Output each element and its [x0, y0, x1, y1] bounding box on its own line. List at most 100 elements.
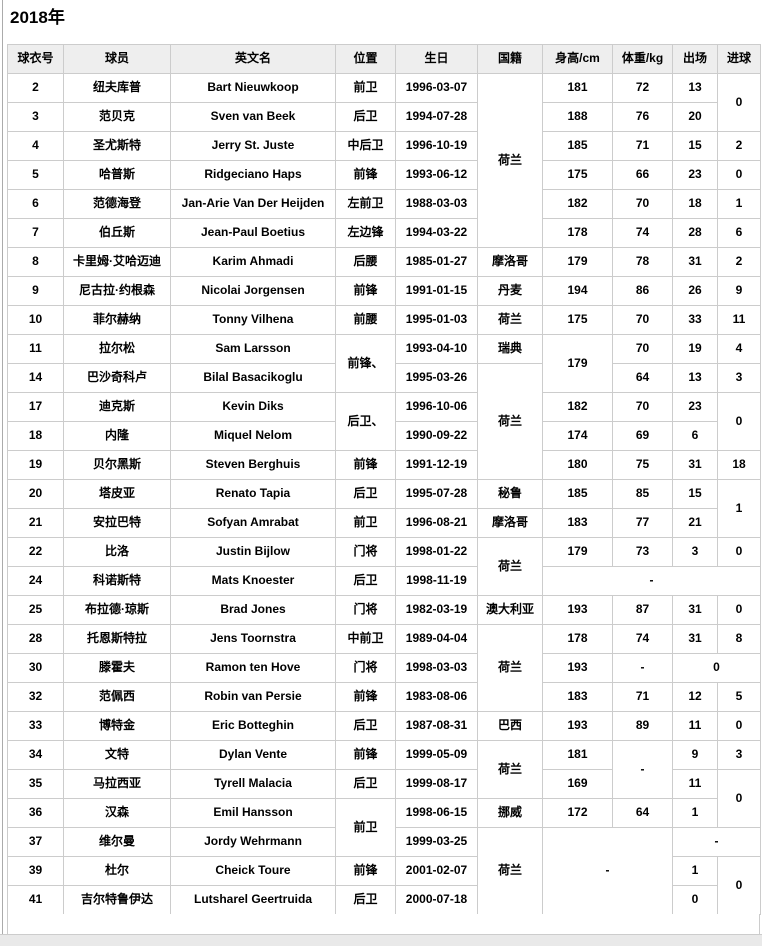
- cell-jersey: 33: [7, 711, 64, 741]
- table-row: 39 杜尔 Cheick Toure 前锋 2001-02-07 1 0: [7, 856, 761, 915]
- cell-jersey: 2: [7, 73, 64, 103]
- cell-birthday: 1987-08-31: [395, 711, 478, 741]
- cell-name-en: Ramon ten Hove: [170, 653, 336, 683]
- cell-appearances: 15: [672, 479, 718, 509]
- cell-jersey: 24: [7, 566, 64, 596]
- cell-player: 托恩斯特拉: [63, 624, 171, 654]
- cell-appearances: 20: [672, 102, 718, 132]
- cell-position: 前锋: [335, 276, 396, 306]
- cell-player: 伯丘斯: [63, 218, 171, 248]
- cell-player: 尼古拉·约根森: [63, 276, 171, 306]
- table-row: 28 托恩斯特拉 Jens Toornstra 中前卫 1989-04-04 荷兰 178 7…: [7, 624, 761, 712]
- cell-weight: -: [612, 740, 673, 799]
- cell-name-en: Miquel Nelom: [170, 421, 336, 451]
- table-row: 36 汉森 Emil Hansson 前卫 1998-06-15 挪威 172 64 1: [7, 798, 761, 857]
- cell-name-en: Justin Bijlow: [170, 537, 336, 567]
- cell-player: 文特: [63, 740, 171, 770]
- cell-name-en: Lutsharel Geertruida: [170, 885, 336, 915]
- cell-name-en: Jens Toornstra: [170, 624, 336, 654]
- cell-weight: 70: [612, 189, 673, 219]
- cell-birthday: 2000-07-18: [395, 885, 478, 915]
- header-nationality: 国籍: [477, 44, 543, 74]
- cell-position: 后腰: [335, 247, 396, 277]
- table-row: 17 迪克斯 Kevin Diks 后卫、 1996-10-06 182 70 23 0: [7, 392, 761, 451]
- cell-name-en: Bilal Basacikoglu: [170, 363, 336, 393]
- cell-height: 183: [542, 682, 613, 712]
- cell-appearances: 3: [672, 537, 718, 567]
- cell-height: 194: [542, 276, 613, 306]
- cell-goals: 0: [717, 160, 761, 190]
- cell-player: 滕霍夫: [63, 653, 171, 683]
- cell-jersey: 39: [7, 856, 64, 886]
- cell-appearances: 1: [672, 798, 718, 828]
- cell-height: 181: [542, 740, 613, 770]
- header-row: 球衣号 球员 英文名 位置 生日 国籍 身高/cm 体重/kg 出场 进球: [7, 44, 761, 74]
- table-row: 35 马拉西亚 Tyrell Malacia 后卫 1999-08-17 169 11 0: [7, 769, 761, 828]
- cell-goals: 8: [717, 624, 761, 654]
- cell-player: 汉森: [63, 798, 171, 828]
- cell-height: 179: [542, 247, 613, 277]
- cell-player: 巴沙奇科卢: [63, 363, 171, 393]
- cell-birthday: 1996-10-19: [395, 131, 478, 161]
- cell-nationality: 荷兰: [477, 537, 543, 596]
- cell-height: -: [542, 827, 673, 915]
- cell-position: 后卫、: [335, 392, 396, 451]
- cell-nationality: 丹麦: [477, 276, 543, 306]
- cell-jersey: 25: [7, 595, 64, 625]
- cell-position: 后卫: [335, 885, 396, 915]
- table-row: 20 塔皮亚 Renato Tapia 后卫 1995-07-28 秘鲁 185 85 15 1: [7, 479, 761, 538]
- cell-player: 哈普斯: [63, 160, 171, 190]
- cell-player: 比洛: [63, 537, 171, 567]
- cell-nationality: 荷兰: [477, 827, 543, 915]
- cell-nationality: 荷兰: [477, 305, 543, 335]
- cell-position: 前卫: [335, 798, 396, 857]
- cell-jersey: 28: [7, 624, 64, 654]
- table-row: 4 圣尤斯特 Jerry St. Juste 中后卫 1996-10-19 185 71 15…: [7, 131, 761, 161]
- cell-goals: 18: [717, 450, 761, 480]
- table-row: 3 范贝克 Sven van Beek 后卫 1994-07-28 188 76 20: [7, 102, 761, 132]
- cell-height: 175: [542, 160, 613, 190]
- cell-height: 185: [542, 131, 613, 161]
- cell-name-en: Brad Jones: [170, 595, 336, 625]
- cell-goals: 2: [717, 247, 761, 277]
- cell-jersey: 18: [7, 421, 64, 451]
- cell-player: 马拉西亚: [63, 769, 171, 799]
- header-weight: 体重/kg: [612, 44, 673, 74]
- cell-appearances: 0: [672, 885, 718, 915]
- cell-height: 181: [542, 73, 613, 103]
- cell-name-en: Karim Ahmadi: [170, 247, 336, 277]
- cell-appearances: 13: [672, 363, 718, 393]
- cell-birthday: 1995-01-03: [395, 305, 478, 335]
- header-birthday: 生日: [395, 44, 478, 74]
- cell-weight: 72: [612, 73, 673, 103]
- cell-birthday: 1989-04-04: [395, 624, 478, 654]
- cell-position: 后卫: [335, 566, 396, 596]
- table-row: 22 比洛 Justin Bijlow 门将 1998-01-22 荷兰 179 73 3 0: [7, 537, 761, 596]
- cell-jersey: 41: [7, 885, 64, 915]
- cell-jersey: 7: [7, 218, 64, 248]
- cell-height: 179: [542, 537, 613, 567]
- cell-position: 后卫: [335, 769, 396, 799]
- cell-goals: 0: [717, 856, 761, 915]
- cell-appearances: 21: [672, 508, 718, 538]
- cell-nationality: 秘鲁: [477, 479, 543, 509]
- cell-position: 中前卫: [335, 624, 396, 654]
- cell-jersey: 11: [7, 334, 64, 364]
- cell-goals: 2: [717, 131, 761, 161]
- cell-weight: 74: [612, 218, 673, 248]
- cell-birthday: 1985-01-27: [395, 247, 478, 277]
- cell-weight: 69: [612, 421, 673, 451]
- cell-goals: 0: [717, 711, 761, 741]
- cell-appearances: 11: [672, 769, 718, 799]
- table-row: 32 范佩西 Robin van Persie 前锋 1983-08-06 183 71 12…: [7, 682, 761, 712]
- cell-name-en: Nicolai Jorgensen: [170, 276, 336, 306]
- cell-height: 193: [542, 711, 613, 741]
- cell-nationality: 瑞典: [477, 334, 543, 364]
- cell-appearances: 1: [672, 856, 718, 886]
- cell-position: 左边锋: [335, 218, 396, 248]
- cell-goals: 1: [717, 189, 761, 219]
- cell-player: 范贝克: [63, 102, 171, 132]
- page-title: 2018年: [10, 8, 65, 27]
- table-row: 6 范德海登 Jan-Arie Van Der Heijden 左前卫 1988-03-…: [7, 189, 761, 219]
- cell-name-en: Sam Larsson: [170, 334, 336, 364]
